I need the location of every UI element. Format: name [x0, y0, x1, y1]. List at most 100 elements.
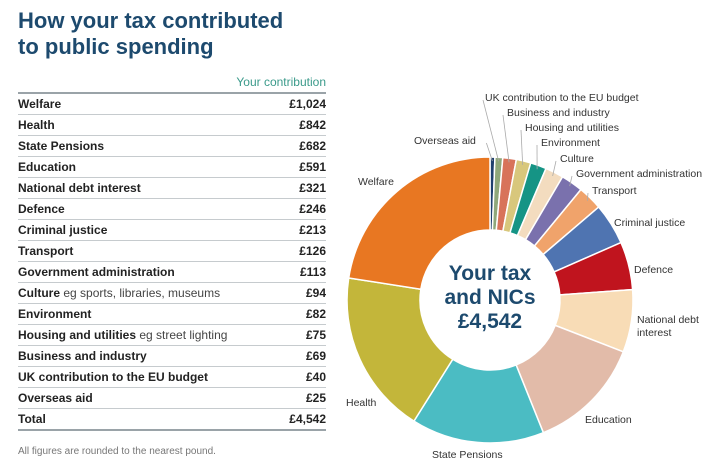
- chart-label: Transport: [592, 185, 637, 197]
- row-label: Housing and utilities eg street lighting: [18, 324, 281, 346]
- row-value: £40: [280, 366, 326, 388]
- total-label: Total: [18, 408, 281, 431]
- row-value: £682: [280, 135, 326, 157]
- total-row: Total £4,542: [18, 408, 326, 431]
- row-label: Transport: [18, 240, 281, 262]
- row-value: £75: [280, 324, 326, 346]
- center-total: £4,542: [457, 310, 523, 333]
- row-note: eg sports, libraries, museums: [63, 286, 221, 300]
- row-label: Education: [18, 156, 281, 178]
- leader-line: [586, 192, 589, 201]
- row-name: Housing and utilities: [18, 328, 137, 342]
- table-row: Culture eg sports, libraries, museums £94: [18, 282, 326, 304]
- center-line-2: and NICs: [444, 286, 536, 309]
- row-name: Overseas aid: [18, 391, 93, 405]
- title-line-2: to public spending: [18, 34, 214, 59]
- row-note: eg street lighting: [139, 328, 228, 342]
- table-row: National debt interest £321: [18, 177, 326, 199]
- row-value: £213: [280, 219, 326, 241]
- leader-line: [569, 175, 573, 187]
- row-name: Defence: [18, 202, 65, 216]
- table-row: Welfare £1,024: [18, 93, 326, 115]
- chart-label: Housing and utilities: [525, 122, 619, 134]
- table-row: Environment £82: [18, 303, 326, 325]
- table-row: Education £591: [18, 156, 326, 178]
- row-label: UK contribution to the EU budget: [18, 366, 281, 388]
- chart-label: Culture: [560, 153, 594, 165]
- row-value: £126: [280, 240, 326, 262]
- table-row: UK contribution to the EU budget £40: [18, 366, 326, 388]
- row-value: £591: [280, 156, 326, 178]
- table-row: Criminal justice £213: [18, 219, 326, 241]
- row-value: £25: [280, 387, 326, 409]
- chart-label: Overseas aid: [414, 135, 476, 147]
- row-name: Welfare: [18, 97, 62, 111]
- row-value: £1,024: [280, 93, 326, 115]
- row-name: Education: [18, 160, 77, 174]
- leader-line: [520, 129, 524, 165]
- footnote: All figures are rounded to the nearest p…: [18, 446, 216, 457]
- table-row: Overseas aid £25: [18, 387, 326, 409]
- page-title: How your tax contributed to public spend…: [18, 8, 283, 60]
- row-label: Environment: [18, 303, 281, 325]
- chart-label: Government administration: [576, 168, 703, 180]
- table-row: Health £842: [18, 114, 326, 136]
- row-label: Criminal justice: [18, 219, 281, 241]
- row-name: Business and industry: [18, 349, 147, 363]
- donut-center-text: Your tax and NICs £4,542: [420, 262, 560, 334]
- chart-label: UK contribution to the EU budget: [485, 92, 639, 104]
- table-row: State Pensions £682: [18, 135, 326, 157]
- row-label: Government administration: [18, 261, 281, 283]
- row-label: Culture eg sports, libraries, museums: [18, 282, 281, 304]
- leader-line: [482, 99, 500, 162]
- row-value: £82: [280, 303, 326, 325]
- row-value: £246: [280, 198, 326, 220]
- row-name: State Pensions: [18, 139, 105, 153]
- slice-health: [346, 277, 454, 423]
- row-value: £69: [280, 345, 326, 367]
- chart-label: Welfare: [358, 176, 394, 188]
- row-label: Welfare: [18, 93, 281, 115]
- row-value: £321: [280, 177, 326, 199]
- row-name: Transport: [18, 244, 74, 258]
- chart-label: Defence: [634, 264, 674, 276]
- row-value: £94: [280, 282, 326, 304]
- row-name: Health: [18, 118, 55, 132]
- table-row: Business and industry £69: [18, 345, 326, 367]
- row-name: Government administration: [18, 265, 175, 279]
- chart-label: State Pensions: [432, 449, 503, 461]
- row-label: Health: [18, 114, 281, 136]
- row-name: Criminal justice: [18, 223, 108, 237]
- row-name: National debt interest: [18, 181, 141, 195]
- chart-label: Business and industry: [507, 107, 610, 119]
- leader-line: [486, 142, 493, 162]
- total-value: £4,542: [280, 408, 326, 431]
- row-label: Overseas aid: [18, 387, 281, 409]
- chart-label: Education: [585, 414, 632, 426]
- center-line-1: Your tax: [448, 262, 532, 285]
- slice-welfare: [347, 156, 491, 291]
- row-label: National debt interest: [18, 177, 281, 199]
- chart-label: Environment: [541, 137, 600, 149]
- table-row: Government administration £113: [18, 261, 326, 283]
- table-row: Transport £126: [18, 240, 326, 262]
- chart-label: Health: [346, 397, 377, 409]
- row-name: UK contribution to the EU budget: [18, 370, 208, 384]
- leader-line: [502, 114, 510, 163]
- leader-line: [552, 160, 557, 177]
- row-value: £113: [280, 261, 326, 283]
- chart-label: National debt interest: [637, 314, 699, 339]
- chart-label: Criminal justice: [614, 217, 686, 229]
- row-name: Culture: [18, 286, 60, 300]
- table-row: Housing and utilities eg street lighting…: [18, 324, 326, 346]
- table-row: Defence £246: [18, 198, 326, 220]
- row-label: State Pensions: [18, 135, 281, 157]
- row-label: Defence: [18, 198, 281, 220]
- row-value: £842: [280, 114, 326, 136]
- column-header: Your contribution: [236, 75, 326, 89]
- contribution-table: Welfare £1,024 Health £842 State Pensions £68…: [18, 92, 326, 431]
- row-name: Environment: [18, 307, 92, 321]
- row-label: Business and industry: [18, 345, 281, 367]
